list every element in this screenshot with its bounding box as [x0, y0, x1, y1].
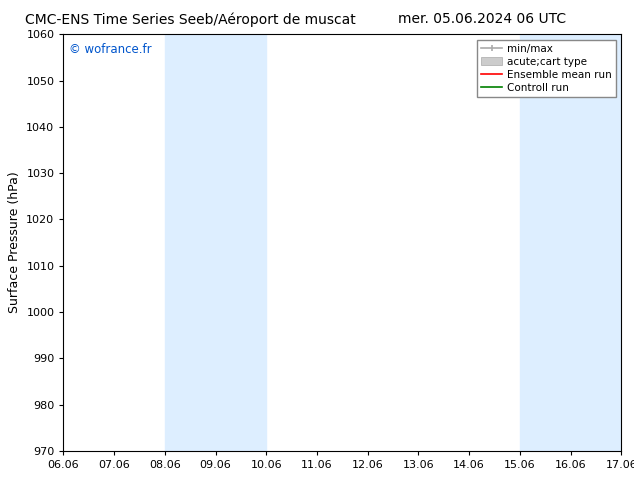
Bar — [165, 34, 266, 451]
Y-axis label: Surface Pressure (hPa): Surface Pressure (hPa) — [8, 172, 21, 314]
Bar — [520, 34, 621, 451]
Text: © wofrance.fr: © wofrance.fr — [69, 43, 152, 56]
Text: CMC-ENS Time Series Seeb/Aéroport de muscat: CMC-ENS Time Series Seeb/Aéroport de mus… — [25, 12, 356, 27]
Legend: min/max, acute;cart type, Ensemble mean run, Controll run: min/max, acute;cart type, Ensemble mean … — [477, 40, 616, 97]
Text: mer. 05.06.2024 06 UTC: mer. 05.06.2024 06 UTC — [398, 12, 566, 26]
